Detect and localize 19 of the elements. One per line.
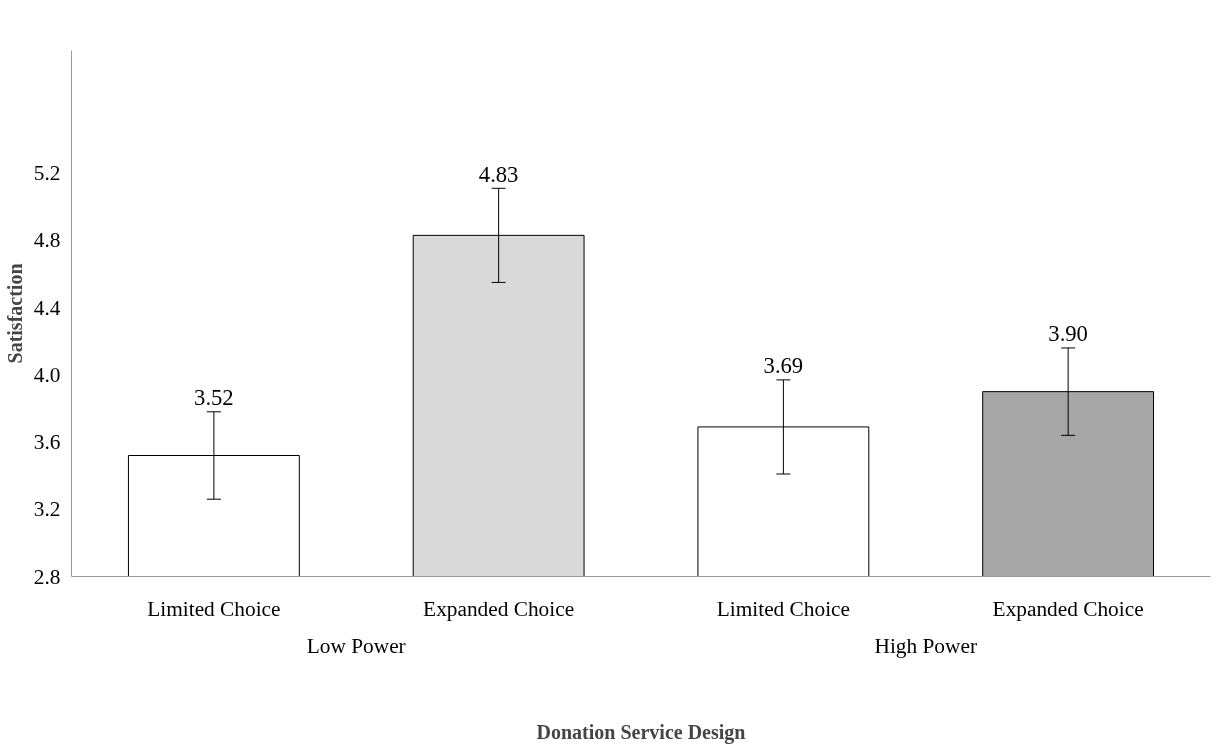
data-label: 3.90 [1048, 321, 1088, 347]
y-tick-label: 3.6 [33, 430, 61, 455]
text: Low Power [306, 633, 406, 658]
x-tick-label: Expanded Choice [423, 596, 575, 621]
text: High Power [874, 633, 978, 658]
y-tick-label: 4.0 [33, 362, 61, 387]
y-tick-label: 2.8 [33, 564, 61, 589]
y-tick-label: 5.2 [33, 161, 61, 186]
x-tick-label: Expanded Choice [992, 596, 1144, 621]
x-tick-label: Limited Choice [716, 596, 851, 621]
y-tick-label: 4.8 [33, 228, 61, 253]
x-tick-label: Limited Choice [147, 596, 281, 621]
y-tick-label: 3.2 [33, 497, 61, 522]
data-label: 4.83 [478, 161, 519, 187]
data-label: 3.69 [763, 353, 804, 379]
x-axis-title: Donation Service Design [536, 720, 746, 744]
y-axis-title: Satisfaction [3, 263, 26, 364]
y-tick-label: 4.4 [33, 295, 61, 320]
data-label: 3.52 [194, 385, 234, 411]
